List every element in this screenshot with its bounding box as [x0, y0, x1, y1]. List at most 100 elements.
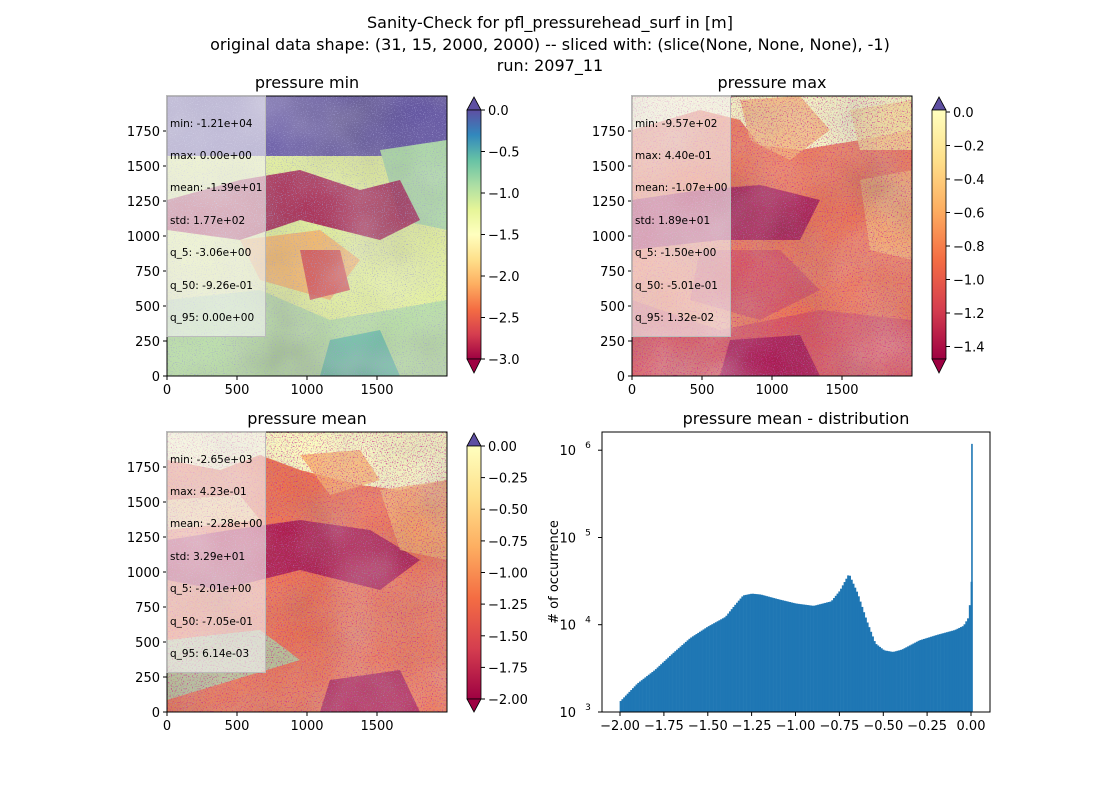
histogram-bar	[769, 597, 772, 712]
y-tick-label: 1000	[127, 230, 160, 245]
y-tick-exponent: 3	[585, 703, 591, 713]
histogram-title: pressure mean - distribution	[683, 409, 910, 428]
histogram-bar	[820, 603, 823, 712]
histogram-bar	[619, 701, 622, 712]
histogram-bar	[624, 695, 627, 712]
histogram-bar	[788, 602, 792, 712]
histogram-bar	[922, 638, 926, 712]
histogram-bar	[647, 674, 650, 712]
histogram-bar	[781, 600, 784, 712]
histogram-bar	[877, 645, 880, 712]
colorbar-tick-label: −3.0	[488, 353, 520, 368]
histogram-bar	[794, 603, 797, 712]
histogram-bar	[654, 669, 657, 712]
histogram-bar	[924, 638, 927, 712]
y-tick-exponent: 4	[585, 616, 591, 626]
histogram-bar	[857, 596, 860, 712]
histogram-bar	[942, 633, 945, 712]
histogram-bar	[773, 598, 776, 712]
histogram-bar	[921, 639, 924, 712]
histogram-bar	[631, 688, 635, 712]
histogram-bar	[686, 640, 689, 712]
histogram-bar	[640, 680, 643, 712]
histogram-bar	[850, 579, 853, 712]
histogram-bar	[734, 604, 737, 712]
y-tick-label: 750	[600, 265, 625, 280]
histogram-bar	[900, 649, 903, 712]
histogram-bar	[758, 594, 762, 712]
colorbar-pressure-min: 0.0 −0.5 −1.0 −1.5 −2.0 −2.5 −3.0	[466, 96, 520, 374]
histogram-bar	[956, 628, 959, 712]
histogram-y-label: # of occurrence	[547, 520, 562, 624]
x-axis-pressure-min: 0 500 1000 1500	[163, 376, 394, 398]
histogram-bar	[679, 646, 682, 712]
histogram-bar	[658, 665, 661, 712]
histogram-bar	[847, 575, 850, 712]
histogram-bar	[760, 594, 763, 712]
stat-mean: mean: -1.39e+01	[170, 182, 263, 195]
histogram-bar	[743, 595, 746, 712]
panel-title-pressure-mean: pressure mean	[247, 409, 367, 428]
histogram-bar	[827, 602, 830, 712]
histogram-bar	[799, 604, 802, 712]
histogram-bar	[945, 632, 948, 712]
y-tick-label: 1500	[127, 496, 160, 511]
histogram-bar	[917, 640, 920, 712]
histogram-bar	[695, 634, 698, 712]
histogram-y-axis: 10 3 10 4 10 5 10 6	[559, 441, 602, 721]
y-tick-label: 10	[559, 706, 576, 721]
histogram-bar	[764, 595, 767, 712]
histogram-bar	[901, 649, 904, 712]
histogram-bar	[707, 626, 710, 712]
histogram-bar	[884, 650, 887, 712]
stat-mean: mean: -2.28e+00	[170, 518, 263, 531]
colorbar-tick-label: −1.00	[488, 567, 528, 582]
histogram-bar	[880, 648, 883, 712]
stat-q95: q_95: 0.00e+00	[170, 311, 255, 324]
colorbar-tick-label: −0.5	[488, 146, 520, 161]
histogram-x-axis: −2.00 −1.75 −1.50 −1.25 −1.00 −0.75 −0.5…	[600, 712, 985, 734]
histogram-bar	[748, 594, 751, 712]
histogram-bar	[930, 636, 933, 712]
x-tick-label: 1500	[360, 383, 393, 398]
histogram-bar	[774, 598, 777, 712]
colorbar-pressure-mean: 0.00 −0.25 −0.50 −0.75 −1.00 −1.25 −1.50…	[466, 432, 528, 713]
stat-max: max: 0.00e+00	[170, 149, 252, 162]
histogram-bar	[691, 636, 695, 712]
histogram-bar	[960, 627, 963, 712]
histogram-bar	[767, 596, 770, 712]
colorbar-tick-label: −2.0	[488, 270, 520, 285]
histogram-bar	[744, 594, 747, 712]
histogram-bar	[907, 646, 910, 712]
x-tick-label: −0.50	[863, 719, 903, 734]
histogram-bar	[841, 585, 844, 712]
histogram-bar	[684, 641, 687, 712]
histogram-bar	[831, 600, 834, 712]
histogram-bar	[940, 633, 943, 712]
histogram-bar	[928, 637, 931, 712]
x-tick-label: 1000	[290, 719, 323, 734]
x-tick-label: 1500	[360, 719, 393, 734]
colorbar-tick-label: −1.25	[488, 598, 528, 613]
histogram-bar	[852, 583, 855, 712]
y-tick-label: 250	[135, 335, 160, 350]
colorbar-extend-min	[466, 358, 482, 374]
y-tick-label: 1750	[592, 125, 625, 140]
y-tick-label: 1750	[127, 461, 160, 476]
colorbar-tick-label: −1.0	[953, 274, 985, 289]
y-tick-label: 500	[135, 636, 160, 651]
histogram-bar	[889, 651, 892, 712]
histogram-bar	[751, 593, 754, 712]
y-tick-label: 10	[559, 619, 576, 634]
figure-title-line2: original data shape: (31, 15, 2000, 2000…	[210, 35, 890, 54]
histogram-bar	[732, 606, 735, 712]
histogram-bar	[709, 625, 712, 712]
histogram-bar	[875, 644, 878, 712]
histogram-bar	[771, 597, 774, 712]
stat-q5: q_5: -3.06e+00	[170, 247, 252, 260]
histogram-bar	[908, 645, 911, 712]
histogram-bar	[797, 603, 800, 712]
colorbar-pressure-max: 0.0 −0.2 −0.4 −0.6 −0.8 −1.0 −1.2 −1.4	[931, 96, 985, 374]
histogram-bar	[937, 634, 940, 712]
histogram-bar	[824, 602, 827, 712]
